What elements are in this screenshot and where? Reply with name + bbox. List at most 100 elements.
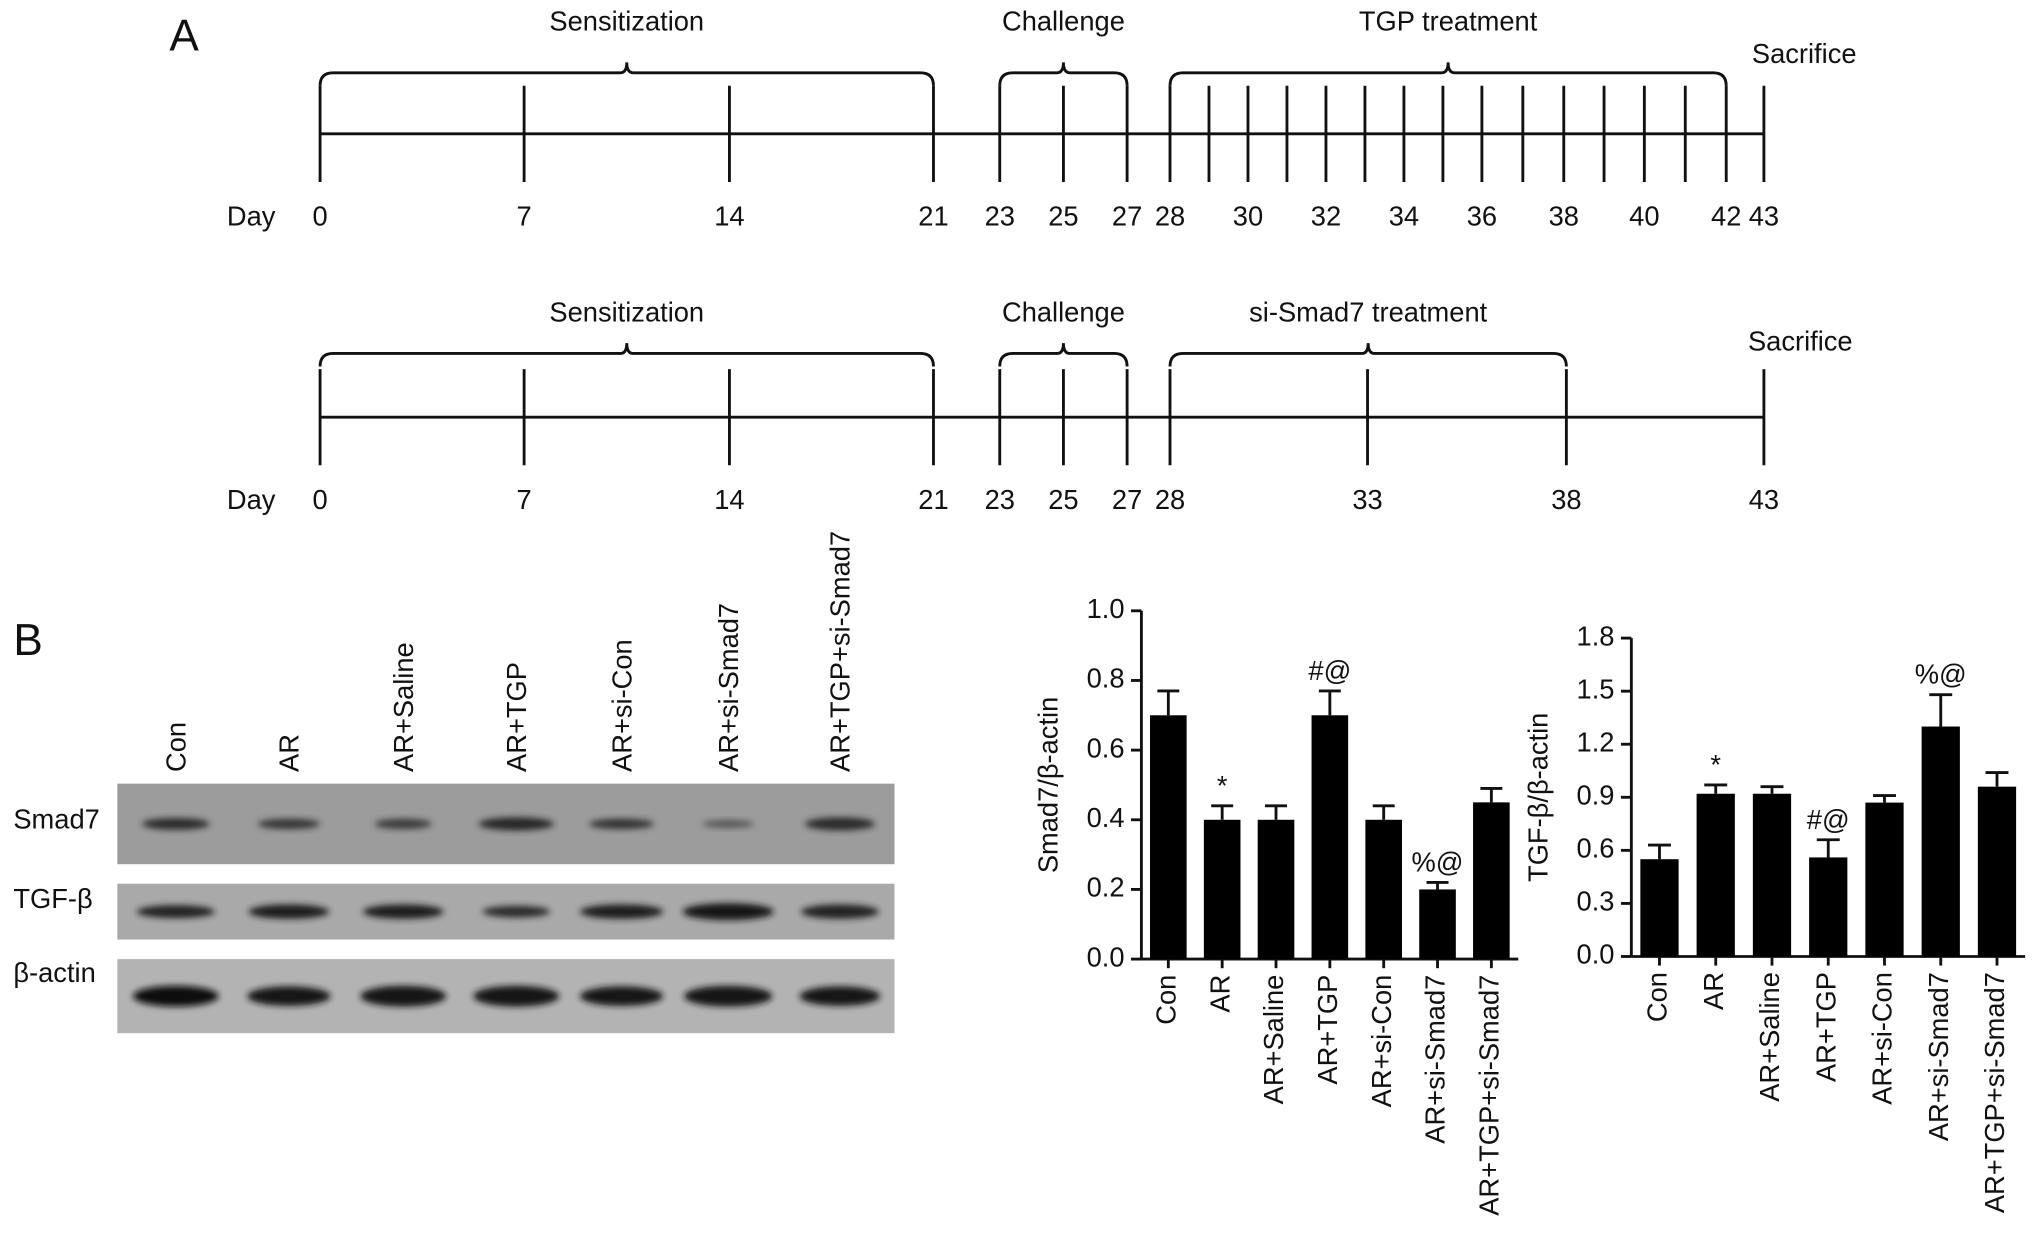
day-number: 14 xyxy=(714,201,744,232)
day-number: 27 xyxy=(1112,484,1142,515)
bar xyxy=(1257,819,1295,960)
day-number: 0 xyxy=(312,484,327,515)
blot-band xyxy=(579,904,664,919)
y-axis-label: Smad7/β-actin xyxy=(1033,697,1064,873)
day-label: Day xyxy=(227,201,276,232)
phase-label: Challenge xyxy=(1002,6,1125,37)
x-tick-label: AR xyxy=(1698,972,1729,1010)
significance-label: #@ xyxy=(1308,655,1351,686)
x-tick-label: AR+TGP xyxy=(1810,972,1841,1082)
panel-label: A xyxy=(169,12,199,61)
phase-bracket xyxy=(1168,343,1568,367)
end-label: Sacrifice xyxy=(1752,38,1857,69)
bar xyxy=(1203,819,1241,960)
x-tick-label: AR+si-Con xyxy=(1867,972,1898,1105)
phase-label: Sensitization xyxy=(549,6,704,37)
panel-label: B xyxy=(13,616,42,665)
blot-band xyxy=(804,817,875,831)
x-tick-label: AR+si-Smad7 xyxy=(1420,975,1451,1144)
blot-lane-label: AR+Saline xyxy=(388,642,419,772)
blot-band xyxy=(360,985,447,1007)
y-tick-label: 0.0 xyxy=(1087,941,1125,972)
end-label: Sacrifice xyxy=(1748,325,1853,356)
day-number: 14 xyxy=(714,484,744,515)
bar xyxy=(1473,802,1510,960)
day-number: 28 xyxy=(1155,201,1185,232)
phase-label: Challenge xyxy=(1002,297,1125,328)
day-number: 33 xyxy=(1352,484,1382,515)
bar xyxy=(1640,859,1679,957)
blot-band xyxy=(799,986,881,1006)
blot-band xyxy=(482,905,551,918)
x-tick-label: AR xyxy=(1204,975,1235,1013)
blot-band xyxy=(800,904,879,919)
bar xyxy=(1419,889,1456,960)
blot-band xyxy=(247,986,331,1006)
day-number: 0 xyxy=(312,201,327,232)
y-tick-label: 1.2 xyxy=(1577,726,1615,757)
day-number: 7 xyxy=(517,201,532,232)
blot-band xyxy=(478,817,554,831)
x-tick-label: AR+TGP xyxy=(1312,975,1343,1085)
day-number: 23 xyxy=(985,201,1015,232)
blot-lane-label: AR xyxy=(274,734,305,772)
bar xyxy=(1752,793,1792,957)
y-tick-label: 0.3 xyxy=(1577,886,1615,917)
blot-band xyxy=(683,985,773,1007)
blot-lane-label: Con xyxy=(161,722,192,772)
blot-band xyxy=(374,818,432,830)
blot-lane-label: AR+TGP+si-Smad7 xyxy=(825,531,856,772)
bar xyxy=(1865,802,1904,957)
bar xyxy=(1311,715,1349,960)
phase-bracket xyxy=(998,343,1129,367)
blot-band xyxy=(257,818,321,830)
x-tick-label: AR+si-Con xyxy=(1366,975,1397,1108)
blot-band xyxy=(132,985,219,1007)
day-number: 21 xyxy=(918,484,948,515)
blot-band xyxy=(702,820,755,828)
significance-label: * xyxy=(1217,770,1228,801)
phase-bracket xyxy=(998,62,1129,86)
bar xyxy=(1365,819,1402,960)
y-axis-label: TGF-β/β-actin xyxy=(1523,713,1554,882)
bar xyxy=(1977,786,2017,957)
blot-band xyxy=(248,904,330,919)
blot-lane-label: AR+TGP xyxy=(501,662,532,772)
day-number: 27 xyxy=(1112,201,1142,232)
blot-band xyxy=(473,985,560,1007)
y-tick-label: 0.8 xyxy=(1087,663,1125,694)
day-number: 21 xyxy=(918,201,948,232)
day-number: 7 xyxy=(517,484,532,515)
y-tick-label: 0.2 xyxy=(1087,872,1125,903)
day-number: 28 xyxy=(1155,484,1185,515)
x-tick-label: AR+Saline xyxy=(1258,975,1289,1105)
blot-band xyxy=(579,986,664,1006)
day-number: 42 xyxy=(1711,201,1741,232)
day-number: 43 xyxy=(1749,484,1779,515)
day-number: 40 xyxy=(1629,201,1659,232)
day-number: 34 xyxy=(1389,201,1419,232)
significance-label: #@ xyxy=(1807,804,1850,835)
day-number: 38 xyxy=(1551,484,1581,515)
blot-row-label: TGF-β xyxy=(13,883,92,914)
blot-row-label: Smad7 xyxy=(13,804,99,835)
y-tick-label: 0.4 xyxy=(1087,802,1125,833)
x-tick-label: AR+Saline xyxy=(1754,972,1785,1102)
day-number: 36 xyxy=(1467,201,1497,232)
significance-label: %@ xyxy=(1412,846,1464,877)
day-label: Day xyxy=(227,484,276,515)
y-tick-label: 0.9 xyxy=(1577,779,1615,810)
phase-label: TGP treatment xyxy=(1359,6,1538,37)
phase-label: si-Smad7 treatment xyxy=(1249,297,1487,328)
y-tick-label: 1.0 xyxy=(1087,593,1125,624)
blot-band xyxy=(682,903,774,921)
day-number: 43 xyxy=(1749,201,1779,232)
bar xyxy=(1696,793,1735,957)
phase-label: Sensitization xyxy=(549,297,704,328)
significance-label: %@ xyxy=(1915,659,1967,690)
y-tick-label: 1.8 xyxy=(1577,620,1615,651)
x-tick-label: AR+TGP+si-Smad7 xyxy=(1979,972,2010,1213)
day-number: 23 xyxy=(985,484,1015,515)
